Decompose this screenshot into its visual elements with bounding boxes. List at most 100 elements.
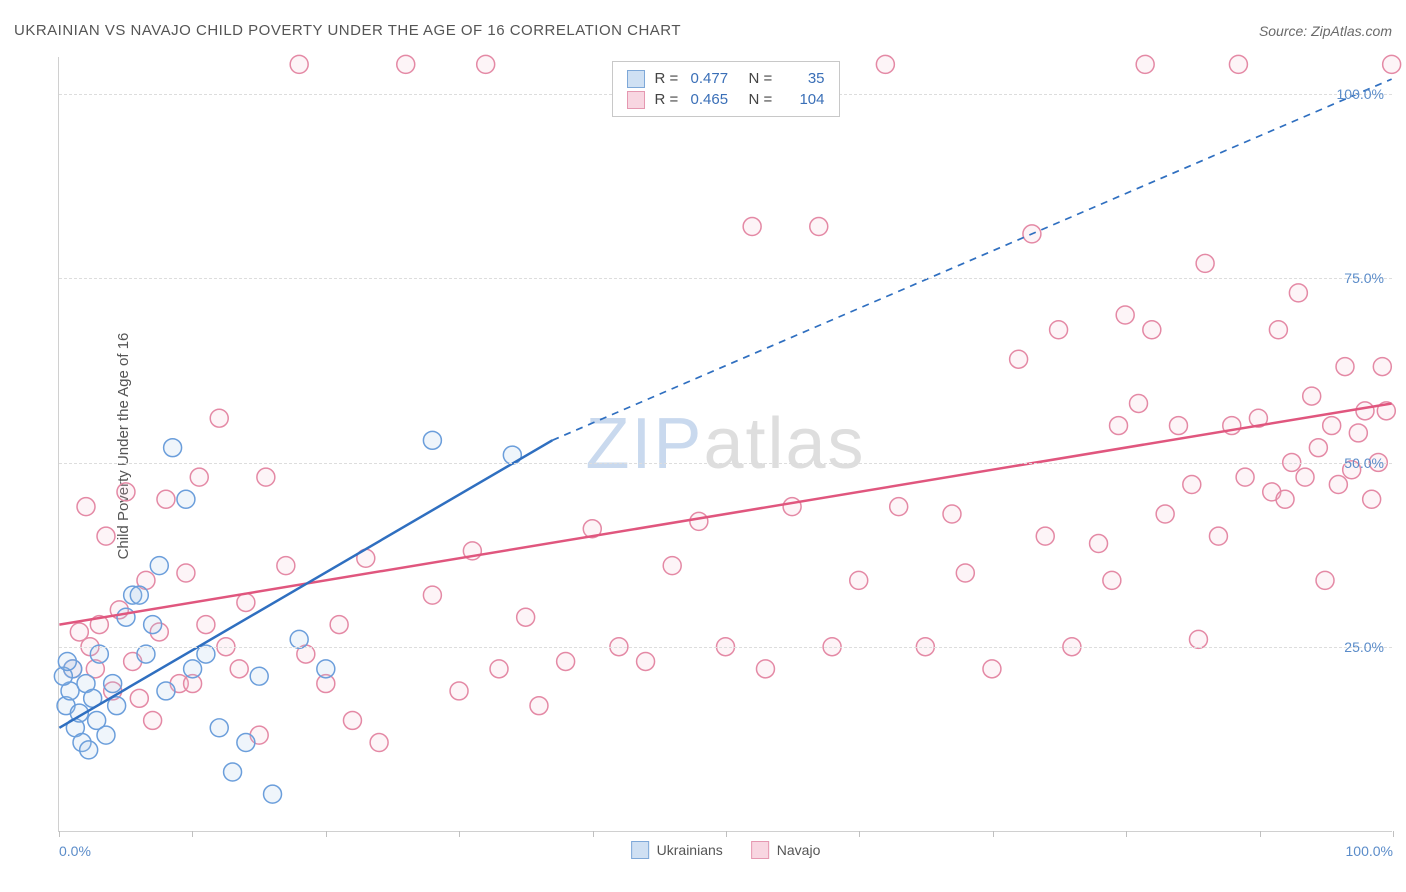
data-point <box>477 55 495 73</box>
data-point <box>1289 284 1307 302</box>
data-point <box>197 616 215 634</box>
r-value: 0.477 <box>691 68 749 89</box>
data-point <box>230 660 248 678</box>
data-point <box>450 682 468 700</box>
x-tick <box>326 831 327 837</box>
data-point <box>370 734 388 752</box>
n-value: 104 <box>785 89 825 110</box>
data-point <box>264 785 282 803</box>
x-tick <box>192 831 193 837</box>
data-point <box>177 490 195 508</box>
x-tick <box>1126 831 1127 837</box>
header: UKRAINIAN VS NAVAJO CHILD POVERTY UNDER … <box>14 22 1392 39</box>
data-point <box>1316 571 1334 589</box>
data-point <box>290 55 308 73</box>
series-legend: Ukrainians Navajo <box>631 841 821 859</box>
x-tick <box>593 831 594 837</box>
source-attribution: Source: ZipAtlas.com <box>1259 23 1392 39</box>
x-tick <box>859 831 860 837</box>
data-point <box>343 711 361 729</box>
x-tick-label: 0.0% <box>59 843 91 859</box>
scatter-svg <box>59 57 1392 831</box>
data-point <box>330 616 348 634</box>
data-point <box>423 431 441 449</box>
regression-line-extrapolated <box>552 79 1391 440</box>
data-point <box>1383 55 1401 73</box>
legend-row-navajo: R = 0.465 N = 104 <box>627 89 825 110</box>
data-point <box>177 564 195 582</box>
data-point <box>150 557 168 575</box>
data-point <box>490 660 508 678</box>
data-point <box>80 741 98 759</box>
data-point <box>690 512 708 530</box>
data-point <box>1356 402 1374 420</box>
data-point <box>850 571 868 589</box>
legend-swatch-pink <box>751 841 769 859</box>
correlation-legend: R = 0.477 N = 35 R = 0.465 N = 104 <box>612 61 840 117</box>
data-point <box>1336 358 1354 376</box>
chart-title: UKRAINIAN VS NAVAJO CHILD POVERTY UNDER … <box>14 22 681 39</box>
data-point <box>1323 417 1341 435</box>
data-point <box>423 586 441 604</box>
data-point <box>277 557 295 575</box>
data-point <box>956 564 974 582</box>
data-point <box>1303 387 1321 405</box>
data-point <box>1183 476 1201 494</box>
data-point <box>1143 321 1161 339</box>
gridline <box>59 278 1392 279</box>
data-point <box>1156 505 1174 523</box>
data-point <box>756 660 774 678</box>
r-label: R = <box>655 89 691 110</box>
data-point <box>130 689 148 707</box>
y-tick-label: 50.0% <box>1344 455 1384 471</box>
data-point <box>1090 535 1108 553</box>
y-tick-label: 100.0% <box>1337 86 1384 102</box>
data-point <box>157 490 175 508</box>
data-point <box>663 557 681 575</box>
legend-label: Ukrainians <box>657 842 723 858</box>
data-point <box>1296 468 1314 486</box>
data-point <box>210 719 228 737</box>
x-tick-label: 100.0% <box>1346 843 1393 859</box>
data-point <box>157 682 175 700</box>
data-point <box>1309 439 1327 457</box>
data-point <box>184 660 202 678</box>
data-point <box>1036 527 1054 545</box>
legend-swatch-blue <box>631 841 649 859</box>
x-tick <box>459 831 460 837</box>
data-point <box>1050 321 1068 339</box>
legend-swatch-pink <box>627 91 645 109</box>
data-point <box>397 55 415 73</box>
gridline <box>59 647 1392 648</box>
data-point <box>1130 394 1148 412</box>
data-point <box>210 409 228 427</box>
data-point <box>190 468 208 486</box>
data-point <box>164 439 182 457</box>
data-point <box>1116 306 1134 324</box>
data-point <box>237 593 255 611</box>
data-point <box>1209 527 1227 545</box>
gridline <box>59 463 1392 464</box>
data-point <box>1349 424 1367 442</box>
data-point <box>144 711 162 729</box>
x-tick <box>993 831 994 837</box>
data-point <box>1269 321 1287 339</box>
data-point <box>117 608 135 626</box>
data-point <box>117 483 135 501</box>
data-point <box>517 608 535 626</box>
data-point <box>104 675 122 693</box>
n-label: N = <box>749 89 785 110</box>
data-point <box>290 630 308 648</box>
data-point <box>1276 490 1294 508</box>
data-point <box>1110 417 1128 435</box>
legend-label: Navajo <box>777 842 821 858</box>
legend-item-ukrainians: Ukrainians <box>631 841 723 859</box>
x-tick <box>1260 831 1261 837</box>
data-point <box>530 697 548 715</box>
data-point <box>130 586 148 604</box>
data-point <box>97 726 115 744</box>
data-point <box>783 498 801 516</box>
data-point <box>1329 476 1347 494</box>
x-tick <box>726 831 727 837</box>
chart-plot-area: ZIPatlas R = 0.477 N = 35 R = 0.465 N = … <box>58 57 1392 832</box>
